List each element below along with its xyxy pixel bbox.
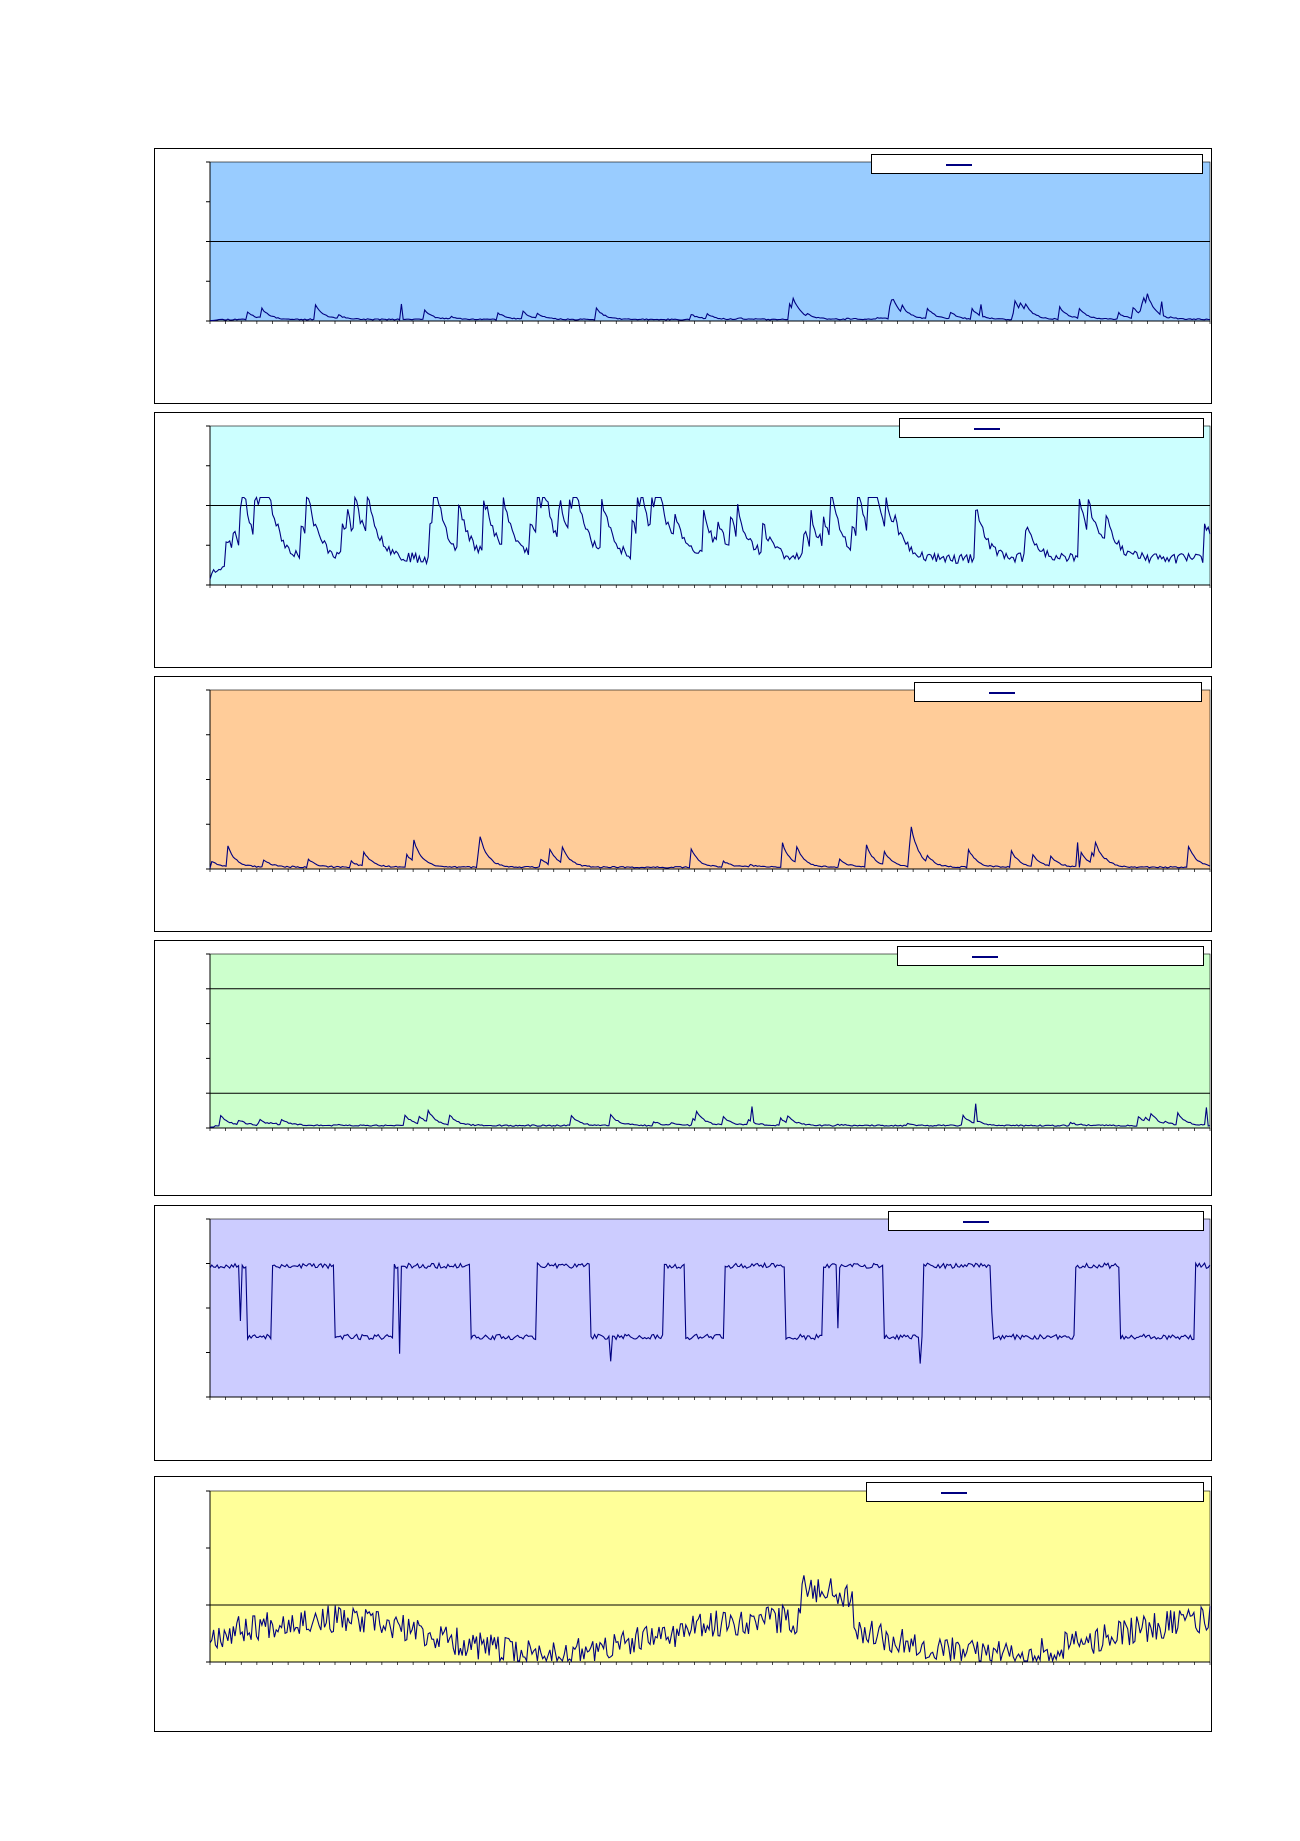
series-line [209, 293, 1211, 322]
plot-area [209, 953, 1211, 1129]
chart-panel-4 [154, 940, 1212, 1196]
legend-swatch [963, 1221, 989, 1223]
legend-swatch [972, 956, 998, 958]
legend-swatch [946, 164, 972, 166]
plot-area [209, 1490, 1211, 1663]
chart-svg-2 [206, 425, 1211, 588]
chart-svg-3 [206, 689, 1211, 872]
legend [899, 418, 1204, 438]
series-line [209, 826, 1211, 869]
chart-panel-2 [154, 412, 1212, 668]
chart-svg-1 [206, 161, 1211, 324]
chart-panel-6 [154, 1476, 1212, 1732]
legend [871, 154, 1203, 174]
series-line [209, 1575, 1211, 1664]
legend [897, 946, 1204, 966]
chart-panel-1 [154, 148, 1212, 404]
series-line [209, 1103, 1211, 1128]
legend-swatch [974, 428, 1000, 430]
legend [888, 1211, 1204, 1231]
plot-area [209, 689, 1211, 870]
legend-swatch [941, 1492, 967, 1494]
chart-svg-4 [206, 953, 1211, 1131]
chart-panel-5 [154, 1205, 1212, 1461]
legend [866, 1482, 1204, 1502]
chart-svg-5 [206, 1218, 1211, 1400]
legend [914, 682, 1202, 702]
chart-panel-3 [154, 676, 1212, 932]
chart-svg-6 [206, 1490, 1211, 1665]
series-line [209, 495, 1211, 580]
legend-swatch [989, 692, 1015, 694]
plot-area [209, 1218, 1211, 1398]
series-line [209, 1261, 1211, 1364]
